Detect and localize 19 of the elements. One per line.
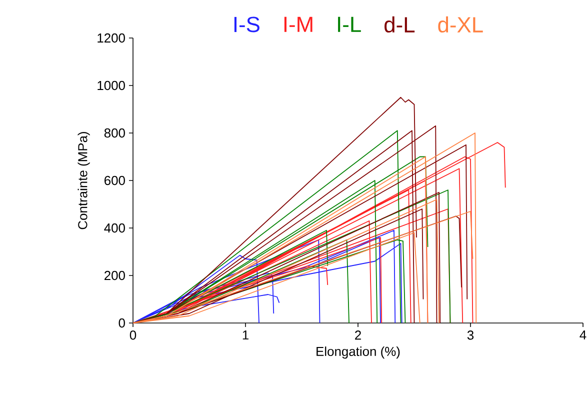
y-tick-label: 1200 — [98, 33, 125, 43]
y-axis-title: Contrainte (MPa) — [78, 132, 90, 230]
y-tick-label: 600 — [104, 176, 125, 186]
y-tick-label: 400 — [104, 223, 125, 233]
text: I-M — [284, 16, 312, 32]
text: I-L — [338, 16, 361, 32]
x-tick-label: 1 — [242, 330, 248, 340]
x-tick-label: 3 — [467, 330, 474, 340]
y-tick-label: 0 — [118, 318, 125, 328]
y-tick-label: 200 — [104, 270, 125, 280]
x-tick-label: 4 — [580, 330, 586, 340]
text: d-L — [384, 16, 415, 33]
text: I-S — [234, 16, 260, 32]
x-axis-title: Elongation (%) — [316, 346, 400, 359]
y-tick-label: 800 — [104, 128, 125, 138]
y-tick-label: 1000 — [98, 80, 125, 90]
text: d-XL — [438, 16, 483, 33]
x-tick-label: 0 — [130, 330, 136, 340]
x-tick-label: 2 — [355, 330, 361, 340]
